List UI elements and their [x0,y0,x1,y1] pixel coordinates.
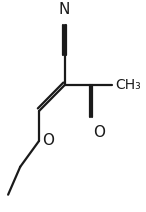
Text: CH₃: CH₃ [116,78,141,92]
Text: N: N [59,3,70,17]
Text: O: O [93,125,105,140]
Text: O: O [42,133,54,148]
